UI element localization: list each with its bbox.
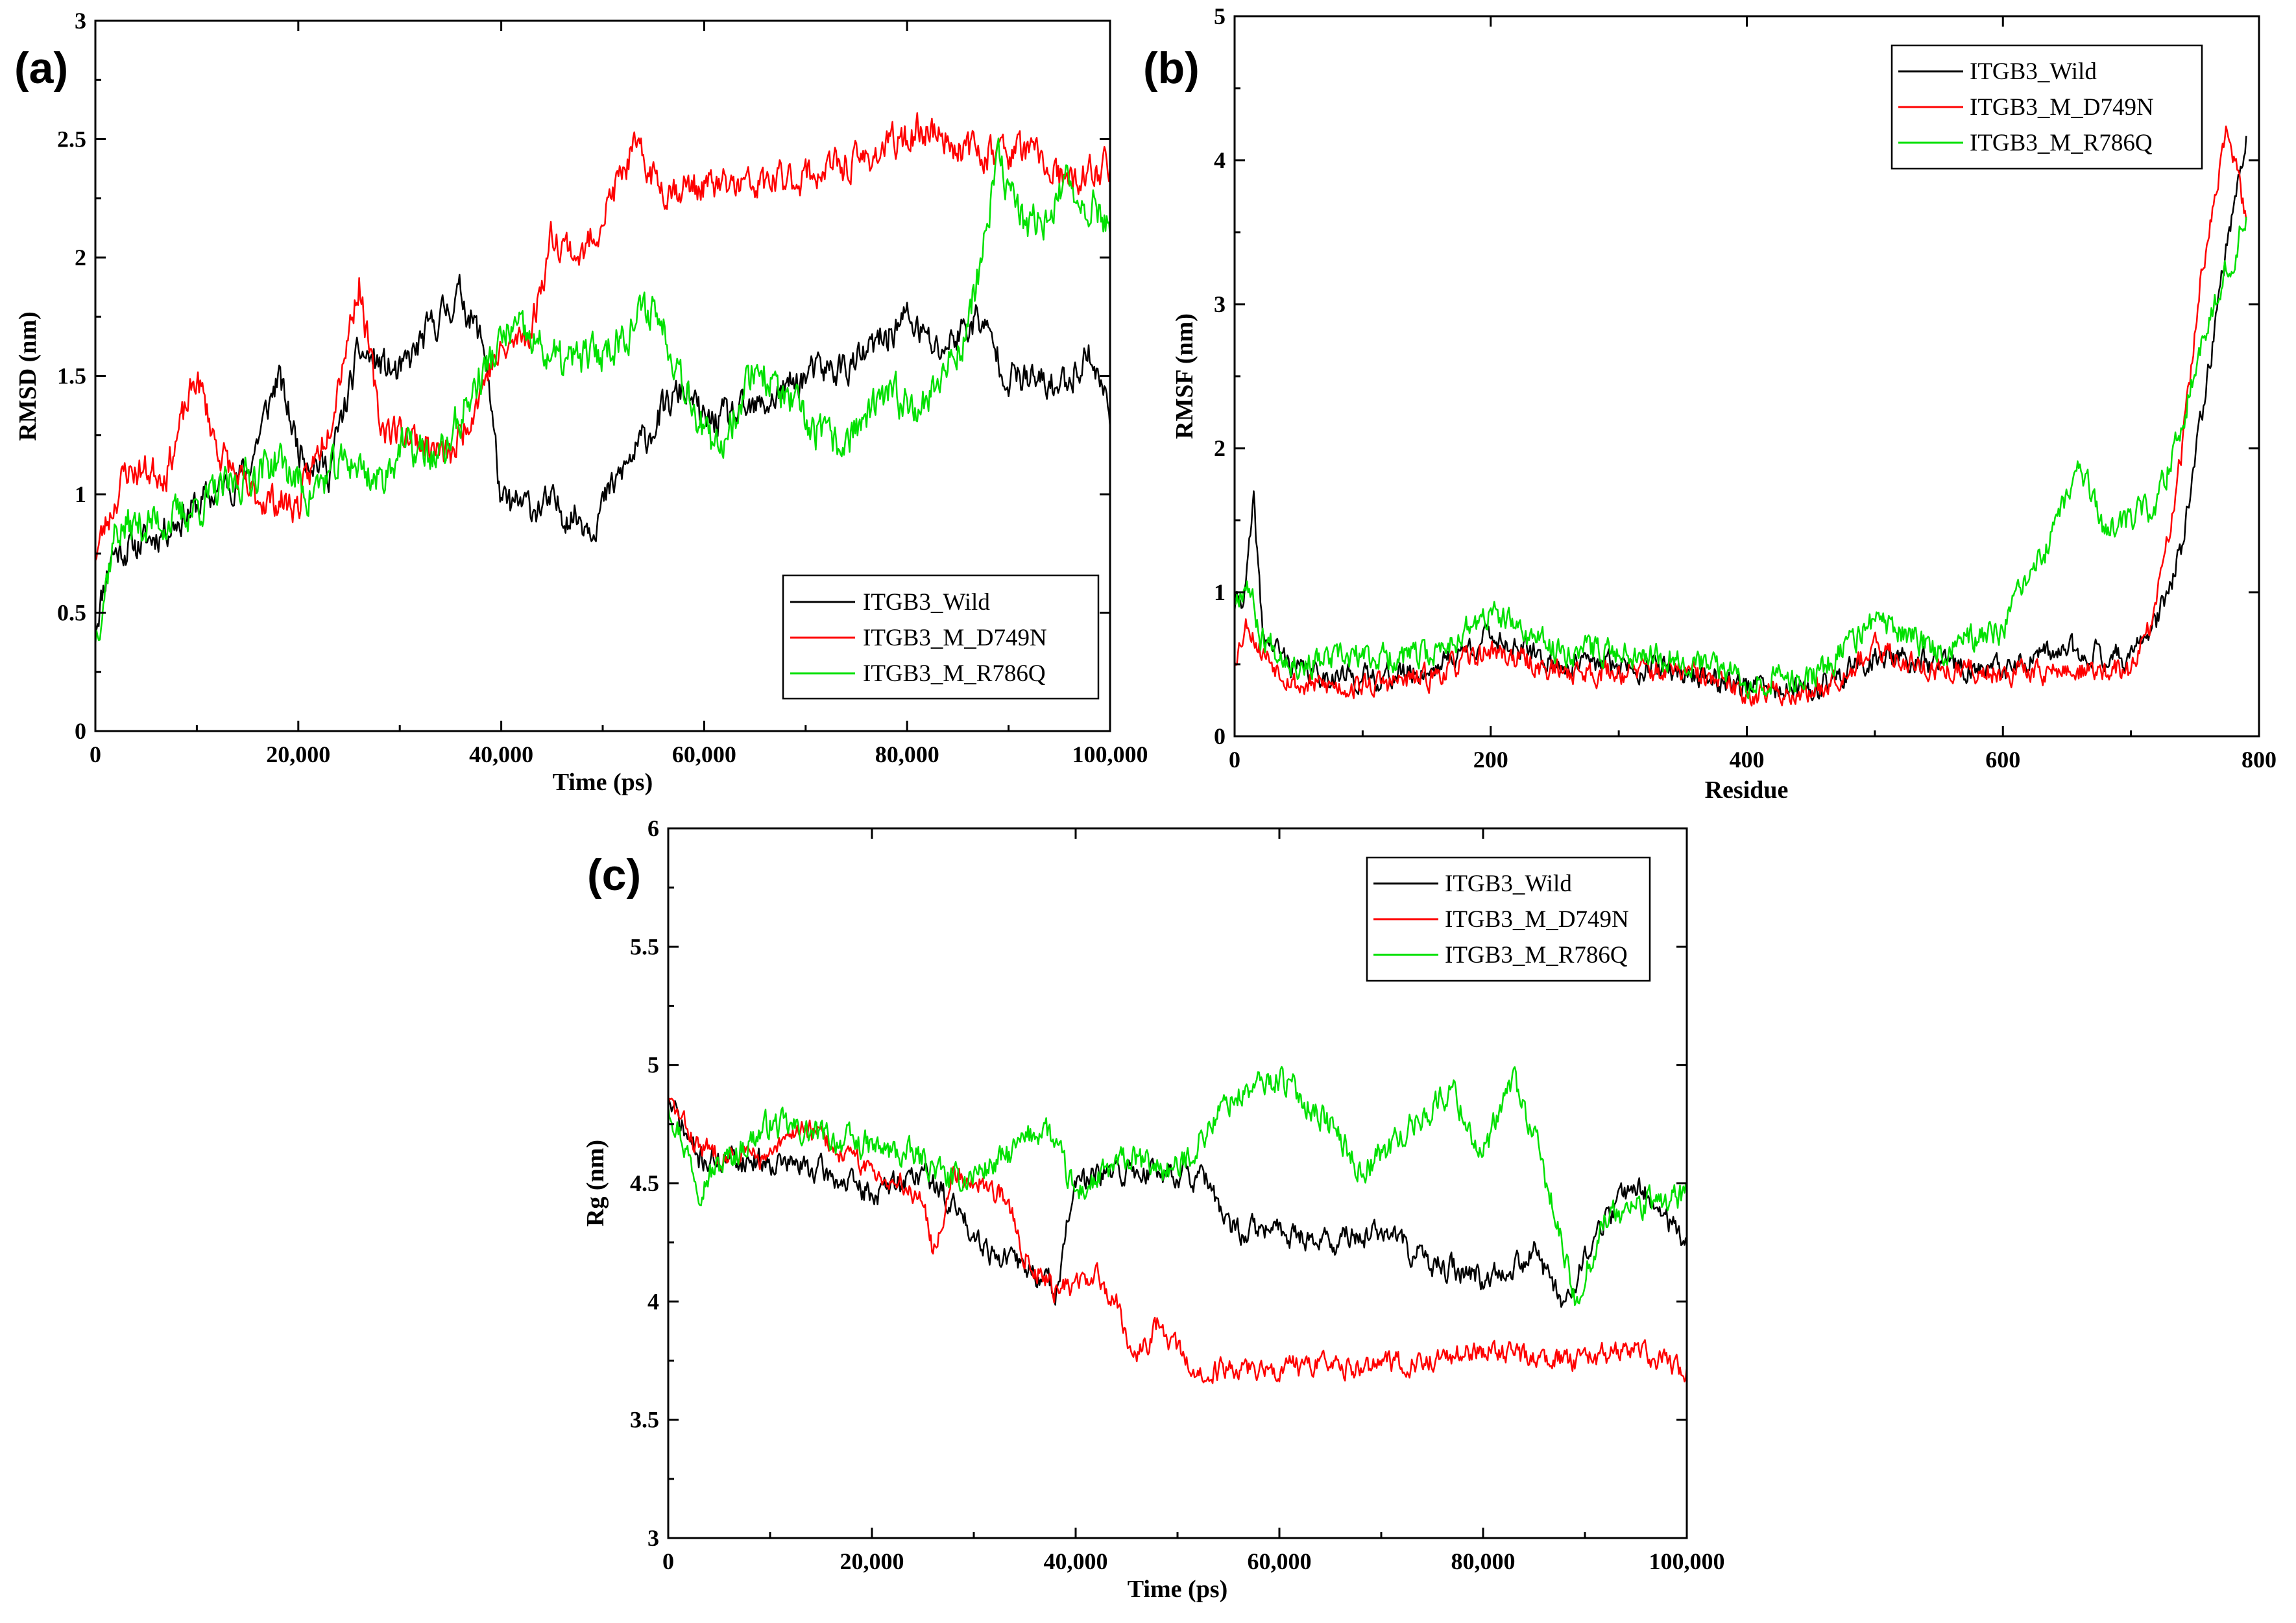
panel-c-series-wild (667, 1100, 1688, 1308)
panel-b-legend-r786q: ITGB3_M_R786Q (1970, 130, 2153, 156)
panel-c-label: (c) (587, 850, 641, 900)
panel-c-legend-r786q: ITGB3_M_R786Q (1445, 942, 1628, 968)
panel-b-legend-wild: ITGB3_Wild (1970, 58, 2097, 85)
panel-b-x-tick-label: 400 (1730, 747, 1765, 773)
panel-c-y-tick-label: 3.5 (630, 1407, 659, 1433)
panel-b-label: (b) (1143, 43, 1200, 93)
panel-a-legend: ITGB3_Wild ITGB3_M_D749N ITGB3_M_R786Q (782, 574, 1100, 700)
panel-b-legend: ITGB3_Wild ITGB3_M_D749N ITGB3_M_R786Q (1891, 44, 2203, 170)
panel-c-legend: ITGB3_Wild ITGB3_M_D749N ITGB3_M_R786Q (1366, 856, 1651, 982)
panel-b-series-d749n (1233, 125, 2247, 707)
panel-c-y-axis-title: Rg (nm) (582, 1140, 609, 1227)
panel-b-y-tick-label: 4 (1214, 147, 1226, 173)
panel-b-y-tick-label: 5 (1214, 3, 1226, 29)
panel-b-rmsf-chart: (b) 0 200 400 600 800 0 1 2 3 4 5 Residue RMSF (nm… (1143, 3, 2277, 804)
panel-b-x-tick-label: 0 (1229, 747, 1240, 773)
panel-a-x-tick-label: 0 (90, 741, 101, 767)
panel-b-y-tick-label: 2 (1214, 435, 1226, 461)
panel-a-legend-wild: ITGB3_Wild (863, 589, 990, 616)
panel-b-x-axis-title: Residue (1705, 776, 1789, 804)
panel-a-x-tick-label: 80,000 (875, 741, 939, 767)
panel-a-y-tick-label: 0 (75, 718, 86, 744)
panel-a-y-tick-label: 2.5 (57, 126, 86, 152)
panel-a-series-r786q (94, 138, 1111, 645)
panel-a-y-tick-label: 3 (75, 8, 86, 34)
panel-a-x-tick-label: 100,000 (1072, 741, 1148, 767)
panel-c-y-tick-label: 4 (647, 1288, 659, 1314)
panel-a-y-tick-label: 2 (75, 245, 86, 270)
panel-c-rg-chart: (c) 0 20,000 40,000 60,000 80,000 100,000 3 3.5… (582, 815, 1725, 1603)
panel-c-series-d749n (667, 1098, 1688, 1384)
panel-a-y-tick-label: 0.5 (57, 600, 86, 626)
panel-c-x-tick-label: 100,000 (1649, 1548, 1725, 1574)
panel-b-y-tick-label: 0 (1214, 723, 1226, 749)
panel-a-y-tick-label: 1 (75, 481, 86, 507)
panel-c-x-axis-title: Time (ps) (1128, 1576, 1227, 1603)
panel-b-series-wild (1233, 136, 2247, 702)
panel-c-legend-wild: ITGB3_Wild (1445, 871, 1572, 897)
panel-a-y-tick-label: 1.5 (57, 363, 86, 389)
panel-c-x-tick-label: 80,000 (1451, 1548, 1516, 1574)
panel-a-x-tick-label: 40,000 (469, 741, 533, 767)
panel-c-x-tick-label: 40,000 (1044, 1548, 1108, 1574)
panel-c-x-tick-label: 0 (662, 1548, 674, 1574)
panel-c-y-tick-label: 4.5 (630, 1170, 659, 1196)
panel-b-x-tick-label: 200 (1473, 747, 1508, 773)
panel-a-x-tick-label: 60,000 (672, 741, 736, 767)
panel-b-y-tick-label: 3 (1214, 291, 1226, 317)
panel-a-x-axis-title: Time (ps) (553, 769, 653, 796)
panel-c-x-tick-label: 60,000 (1248, 1548, 1312, 1574)
panel-c-y-tick-label: 3 (647, 1525, 659, 1551)
panel-b-series-r786q (1234, 217, 2247, 700)
panel-a-series-d749n (94, 112, 1111, 561)
panel-c-y-tick-label: 5.5 (630, 933, 659, 959)
panel-c-legend-d749n: ITGB3_M_D749N (1445, 906, 1629, 933)
panel-c-y-tick-label: 5 (647, 1052, 659, 1078)
panel-a-x-tick-label: 20,000 (266, 741, 330, 767)
panel-a-legend-r786q: ITGB3_M_R786Q (863, 660, 1046, 687)
panel-b-x-tick-label: 800 (2242, 747, 2277, 773)
panel-a-label: (a) (14, 43, 68, 93)
panel-a-rmsd-chart: (a) 0 20,000 40,000 60,000 80,000 100,000 0 0.5… (14, 8, 1148, 796)
panel-a-series-wild (94, 274, 1111, 632)
panel-c-y-tick-label: 6 (647, 815, 659, 841)
panel-b-y-axis-title: RMSF (nm) (1171, 313, 1198, 439)
panel-c-series-r786q (667, 1066, 1688, 1306)
panel-c-x-tick-label: 20,000 (840, 1548, 904, 1574)
panel-b-legend-d749n: ITGB3_M_D749N (1970, 94, 2154, 121)
panel-a-legend-d749n: ITGB3_M_D749N (863, 625, 1047, 651)
panel-a-y-axis-title: RMSD (nm) (14, 311, 42, 440)
panel-b-x-tick-label: 600 (1985, 747, 2020, 773)
panel-b-y-tick-label: 1 (1214, 579, 1226, 605)
